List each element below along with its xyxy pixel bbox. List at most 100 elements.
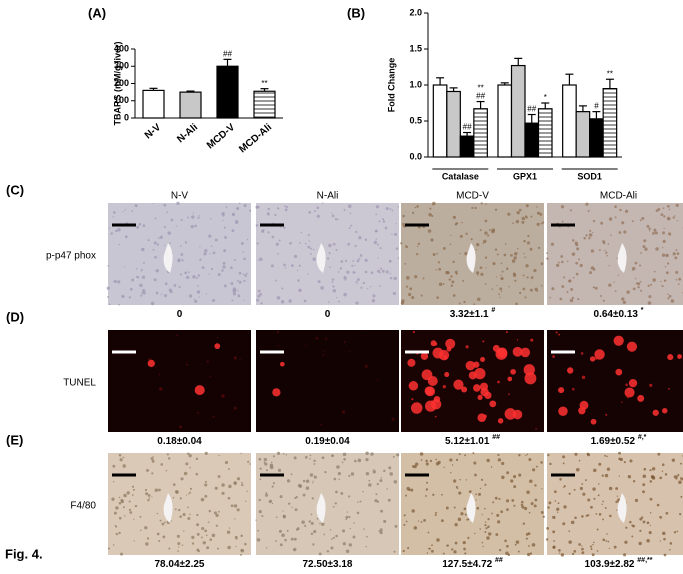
quant-value: 3.32±1.1 [450,309,489,320]
tissue-dot [580,352,584,355]
bar [510,64,526,158]
tissue-dot [563,505,567,509]
tissue-dot [413,464,417,469]
micrograph [547,330,683,432]
tissue-dot [558,333,561,336]
tissue-dot [663,553,667,557]
tissue-dot [448,278,451,281]
stain-spot [272,388,281,397]
tissue-dot [456,222,459,225]
tissue-dot [180,498,182,500]
tissue-dot [179,273,183,276]
tissue-dot [605,251,608,254]
tissue-dot [180,477,184,481]
panel-letter: (C) [6,182,24,197]
vessel [617,243,627,273]
tissue-dot [465,479,468,481]
tissue-dot [662,239,666,244]
stain-spot [425,386,436,397]
tissue-dot [372,470,376,474]
tissue-dot [428,213,432,217]
bar [589,118,604,158]
tissue-dot [179,515,182,518]
tissue-dot [642,474,647,479]
tissue-dot [277,252,280,255]
tissue-dot [652,232,655,235]
tissue-dot [345,518,347,520]
stain-spot [444,372,450,378]
tissue-dot [309,253,312,255]
tissue-dot [278,529,282,533]
quant-value: 127.5±4.72 [442,559,492,570]
stain-spot [424,400,437,412]
tissue-dot [571,296,575,300]
tissue-dot [436,538,440,542]
tissue-dot [178,285,181,289]
tissue-dot [222,261,226,265]
tissue-dot [497,453,500,457]
tissue-dot [518,454,521,457]
tissue-dot [224,236,227,239]
stain-spot [510,368,516,375]
tissue-dot [385,207,389,211]
tissue-dot [354,459,357,463]
tissue-dot [506,508,509,511]
tissue-dot [380,477,382,479]
tissue-dot [484,507,486,510]
tissue-dot [221,394,225,398]
tissue-dot [210,245,213,247]
tissue-dot [362,281,366,285]
tissue-dot [672,252,676,256]
tissue-dot [146,468,149,472]
quant-significance: # [491,307,495,314]
tissue-dot [359,254,363,257]
tissue-dot [575,243,579,247]
tissue-dot [513,485,517,489]
tissue-dot [592,219,596,223]
tissue-dot [243,257,246,261]
tissue-dot [378,529,381,532]
tissue-dot [375,238,377,240]
tissue-dot [139,283,143,288]
stain-spot [662,407,668,414]
tissue-dot [566,291,569,294]
tissue-dot [234,220,239,224]
tissue-dot [578,258,581,261]
tissue-dot [283,263,286,267]
tissue-dot [258,498,261,502]
tissue-dot [151,459,155,463]
tissue-dot [200,536,203,539]
tissue-dot [489,228,491,231]
tissue-dot [356,501,359,503]
tissue-dot [242,299,245,302]
tissue-dot [336,296,338,299]
tissue-dot [613,281,615,283]
tissue-dot [518,473,522,477]
tissue-dot [516,247,519,250]
tissue-dot [233,481,237,485]
tissue-dot [383,469,386,473]
stain-spot [524,372,537,385]
tissue-dot [642,490,646,494]
tissue-dot [176,201,180,205]
tissue-dot [296,269,299,272]
tissue-dot [575,272,579,276]
tissue-dot [457,517,462,522]
tissue-dot [242,251,245,253]
tissue-dot [371,299,376,303]
tissue-dot [166,453,169,456]
tissue-dot [450,234,452,236]
tissue-dot [124,266,126,268]
tissue-dot [571,387,575,391]
stain-spot [615,368,623,376]
tissue-dot [484,231,488,235]
tissue-dot [617,274,620,276]
tissue-dot [419,452,424,456]
tissue-dot [571,552,575,555]
tissue-dot [199,245,201,248]
bar [432,84,448,158]
tissue-dot [590,548,593,551]
tissue-dot [621,221,625,225]
tissue-dot [206,546,210,550]
tissue-dot [605,413,608,416]
